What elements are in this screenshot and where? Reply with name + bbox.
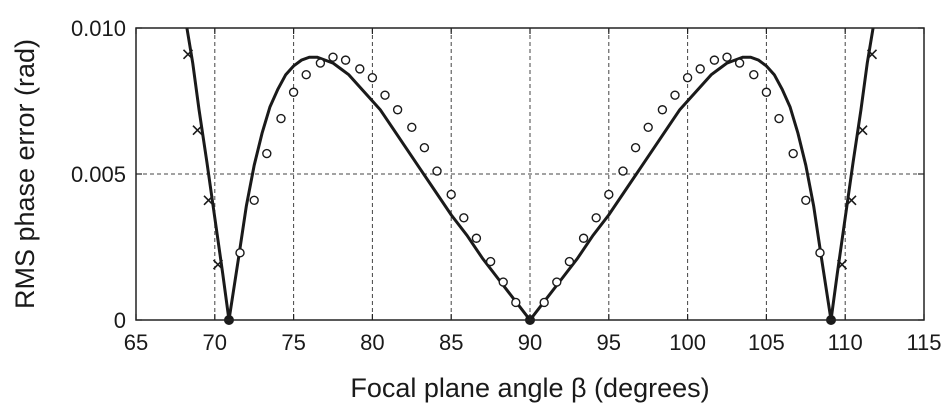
circle-data-point <box>539 297 549 308</box>
axis-ticks: 65 70 75 80 85 90 95 100 105 110 115 0 0.005 0.010 <box>71 16 942 355</box>
circle-data-point <box>249 195 259 205</box>
circle-data-point <box>419 143 430 153</box>
x-tick-label: 75 <box>281 330 305 355</box>
x-tick-label: 95 <box>597 330 621 355</box>
circle-data-point <box>709 55 720 65</box>
circle-data-point <box>788 148 798 159</box>
y-tick-label: 0.010 <box>71 16 126 41</box>
circle-data-point <box>630 143 641 153</box>
cross-data-point <box>182 49 194 60</box>
circle-data-point <box>340 55 351 65</box>
cross-data-point <box>846 195 857 206</box>
cross-stroke <box>212 259 224 270</box>
circle-data-point <box>288 87 299 97</box>
plot-markers <box>182 49 878 325</box>
circle-data-point <box>552 277 562 287</box>
x-tick-label: 85 <box>439 330 463 355</box>
circle-data-point <box>682 72 693 83</box>
circle-data-point <box>801 195 811 205</box>
circle-data-point <box>355 64 365 74</box>
circle-data-point <box>301 70 311 80</box>
cross-stroke <box>203 195 214 206</box>
cross-data-point <box>212 259 224 270</box>
cross-stroke <box>846 195 857 206</box>
circle-data-point <box>511 297 521 308</box>
circle-data-point <box>432 166 442 176</box>
circle-data-point <box>564 256 575 267</box>
x-tick-label: 90 <box>518 330 542 355</box>
y-axis-label: RMS phase error (rad) <box>10 39 40 309</box>
circle-data-point <box>328 52 338 62</box>
circle-data-point <box>485 256 496 267</box>
circle-data-point <box>380 90 390 100</box>
x-tick-label: 80 <box>360 330 384 355</box>
circle-data-point <box>815 248 825 258</box>
circle-data-point <box>367 72 378 83</box>
circle-data-point <box>734 58 745 68</box>
rms-error-curve <box>185 28 875 320</box>
circle-data-point <box>498 277 508 287</box>
circle-data-point <box>618 166 628 176</box>
cross-data-point <box>866 49 878 60</box>
circle-data-point <box>235 248 245 258</box>
y-tick-label: 0 <box>114 308 126 333</box>
x-tick-label: 70 <box>203 330 227 355</box>
x-tick-label: 105 <box>748 330 785 355</box>
circle-data-point <box>471 233 482 243</box>
circle-data-point <box>591 213 601 223</box>
circle-data-point <box>262 148 272 159</box>
y-tick-label: 0.005 <box>71 162 126 187</box>
cross-stroke <box>182 49 194 60</box>
circle-data-point <box>578 233 589 243</box>
circle-data-point <box>761 87 772 97</box>
plot-series <box>185 28 875 320</box>
circle-data-point <box>670 90 680 100</box>
cross-stroke <box>857 125 868 136</box>
circle-data-point <box>459 213 469 223</box>
cross-stroke <box>192 125 203 136</box>
cross-stroke <box>866 49 878 60</box>
circle-data-point <box>446 189 456 200</box>
circle-data-point <box>695 64 705 74</box>
circle-data-point <box>722 52 732 62</box>
circle-data-point <box>276 113 286 124</box>
x-axis-label: Focal plane angle β (degrees) <box>350 373 709 403</box>
circle-data-point <box>657 105 668 115</box>
circle-data-point <box>774 113 784 124</box>
cross-data-point <box>857 125 868 136</box>
circle-data-point <box>643 122 653 132</box>
x-tick-label: 115 <box>906 330 941 355</box>
x-tick-label: 100 <box>669 330 706 355</box>
circle-data-point <box>315 58 326 68</box>
cross-data-point <box>836 259 848 270</box>
cross-data-point <box>203 195 214 206</box>
circle-data-point <box>407 122 417 132</box>
circle-data-point <box>749 70 759 80</box>
cross-data-point <box>192 125 203 136</box>
cross-stroke <box>836 259 848 270</box>
circle-data-point <box>392 105 403 115</box>
x-tick-label: 65 <box>124 330 148 355</box>
grid-lines <box>136 28 924 320</box>
x-tick-label: 110 <box>828 330 863 355</box>
circle-data-point <box>604 189 614 200</box>
